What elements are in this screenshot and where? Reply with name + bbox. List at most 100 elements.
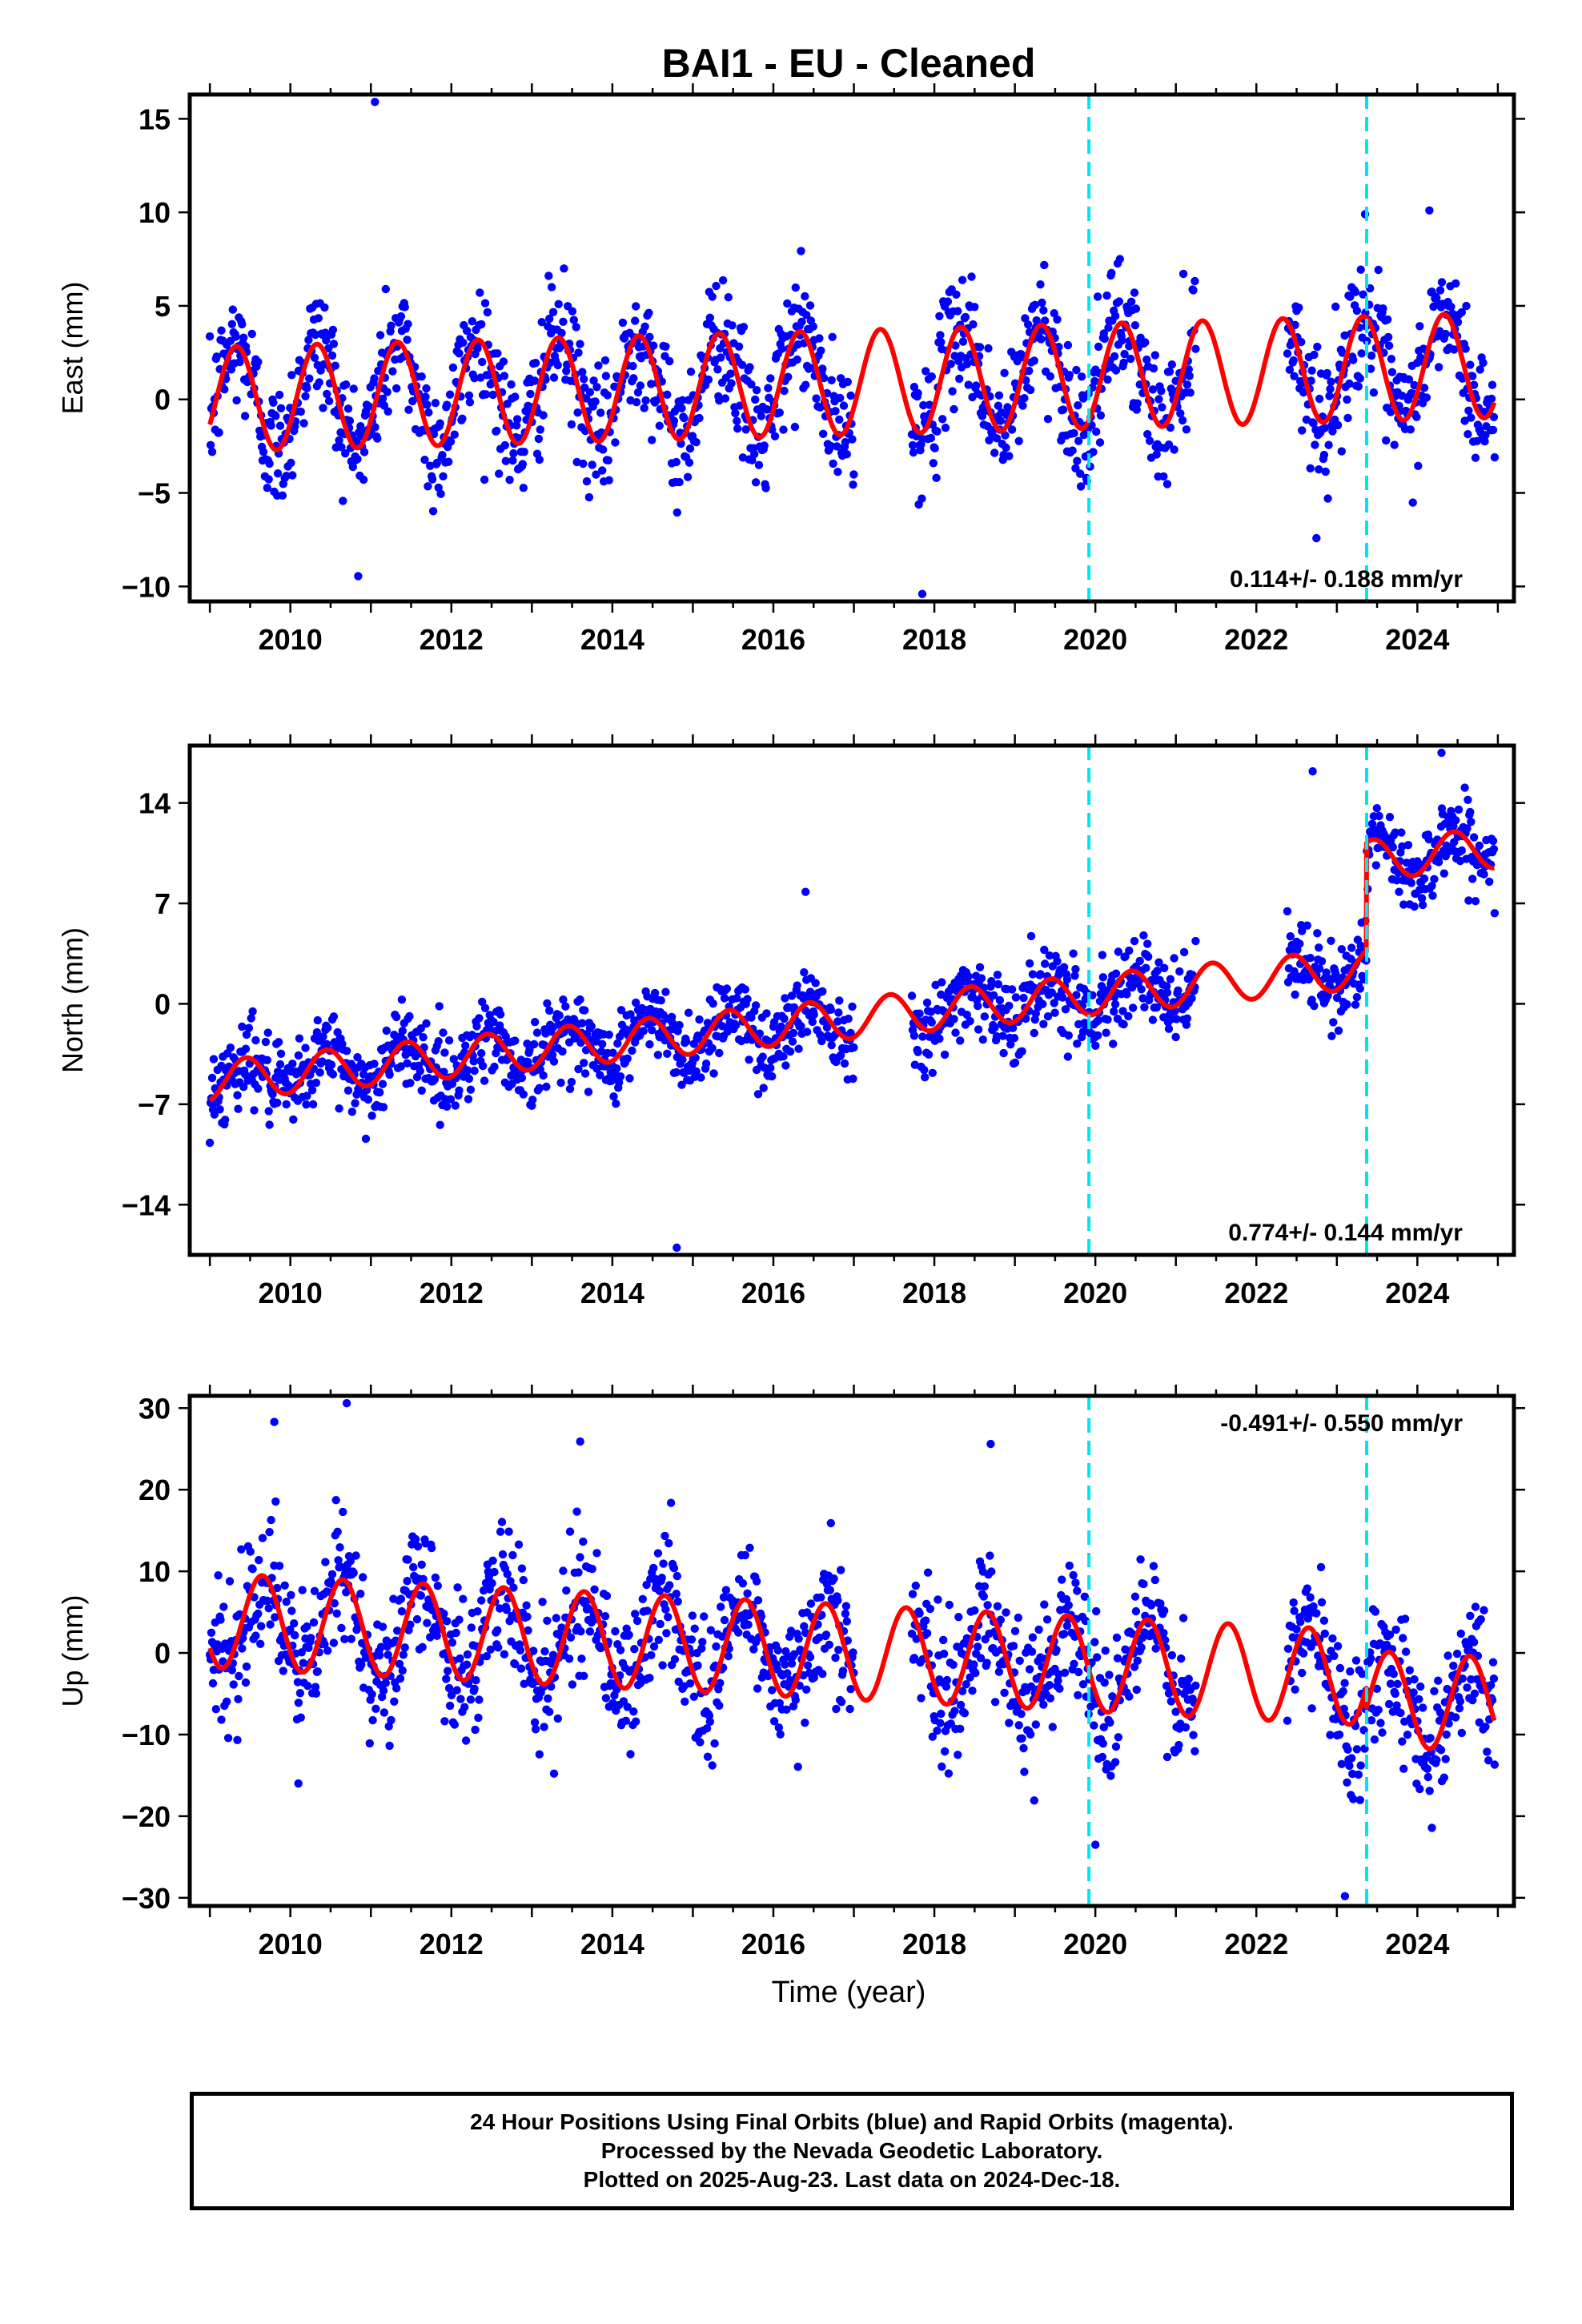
data-point [604,1030,613,1039]
data-point [1375,811,1383,821]
data-point [307,1634,315,1642]
data-point [633,388,643,397]
data-point [549,1057,559,1066]
data-point [1355,984,1365,993]
data-point [751,1001,761,1010]
data-point [739,323,749,332]
data-point [1125,1692,1134,1701]
data-point [529,1039,539,1049]
data-point [371,423,379,432]
data-point [226,1043,235,1052]
data-point [1419,875,1429,883]
data-point [374,366,383,376]
data-point [1028,1633,1038,1642]
data-point [1039,1700,1048,1709]
data-point [639,1027,648,1035]
data-point [1399,1764,1408,1773]
data-point [442,1675,451,1683]
data-point [274,1038,283,1047]
data-point [1427,1823,1436,1832]
data-point [530,376,540,385]
data-point [368,1715,377,1725]
data-point [1005,1719,1014,1727]
data-point [1115,255,1125,263]
data-point [1187,994,1196,1003]
data-point [1191,1681,1200,1690]
data-point [638,1594,647,1604]
data-point [1371,861,1381,870]
data-point [1339,1687,1347,1696]
data-point [1150,351,1160,360]
outlier-point [1308,767,1317,776]
data-point [952,290,961,299]
data-point [455,1086,464,1095]
data-point [1111,969,1121,978]
data-point [584,1088,593,1096]
data-point [1106,1771,1115,1780]
data-point [1378,1728,1387,1737]
data-point [1343,1778,1351,1787]
data-point [645,1039,654,1049]
data-point [544,1694,552,1703]
data-point [818,429,828,438]
data-point [908,440,917,450]
data-point [1137,1643,1146,1652]
data-point [797,317,806,326]
data-point [239,333,248,342]
data-point [413,1542,423,1551]
data-point [1135,956,1144,966]
data-point [1345,379,1354,388]
data-point [460,1703,469,1711]
data-point [1290,372,1299,380]
data-point [232,396,241,405]
data-point [654,1635,663,1644]
data-point [1329,1018,1338,1027]
data-point [718,275,728,285]
data-point [806,1599,816,1608]
data-point [349,1568,358,1578]
data-point [937,1709,946,1719]
data-point [1313,342,1322,352]
data-point [1452,279,1460,288]
data-point [636,381,645,390]
data-point [223,1734,233,1743]
data-point [497,1518,507,1526]
data-point [1481,1723,1490,1731]
data-point [958,337,968,346]
data-point [653,1549,663,1558]
data-point [623,1054,632,1063]
data-point [624,1630,633,1639]
x-tick-label: 2016 [741,1928,805,1960]
data-point [793,981,801,990]
data-point [833,1596,842,1605]
data-point [558,1047,567,1056]
data-point [417,1560,426,1570]
data-point [580,1059,588,1068]
data-point [519,1090,528,1099]
data-point [672,457,681,467]
data-point [530,1018,540,1027]
data-point [452,1628,460,1638]
data-point [288,1059,297,1068]
data-point [1327,936,1335,946]
data-point [831,1653,840,1663]
data-point [477,1049,486,1058]
data-point [470,1066,479,1076]
data-point [1488,836,1498,846]
data-point [913,1047,922,1056]
data-point [1058,405,1068,414]
data-point [462,1660,472,1669]
data-point [1367,1716,1376,1725]
x-tick-label: 2010 [259,1277,323,1309]
data-point [1137,985,1146,994]
data-point [1306,464,1315,472]
data-point [1490,1760,1500,1769]
data-point [1317,1598,1327,1607]
data-point [1436,1746,1446,1755]
data-point [1397,828,1406,837]
data-point [445,1701,455,1711]
data-point [964,972,973,981]
data-point [1352,1745,1362,1754]
x-tick-label: 2024 [1385,1928,1449,1960]
data-point [544,271,553,280]
